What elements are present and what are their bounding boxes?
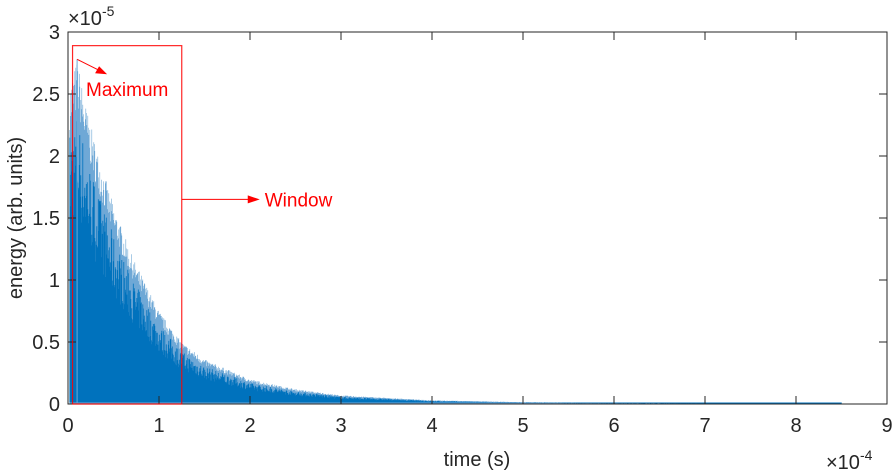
x-tick-label: 0 bbox=[62, 415, 73, 437]
x-tick-label: 5 bbox=[517, 415, 528, 437]
x-tick-label: 7 bbox=[699, 415, 710, 437]
x-tick-label: 8 bbox=[790, 415, 801, 437]
x-tick-label: 3 bbox=[335, 415, 346, 437]
y-tick-label: 0.5 bbox=[32, 332, 60, 354]
x-tick-label: 4 bbox=[426, 415, 437, 437]
energy-trace-body bbox=[69, 121, 842, 404]
x-tick-label: 2 bbox=[244, 415, 255, 437]
y-tick-label: 0 bbox=[49, 394, 60, 416]
x-tick-label: 9 bbox=[881, 415, 892, 437]
y-tick-label: 1 bbox=[49, 270, 60, 292]
plot-frame bbox=[67, 31, 888, 405]
energy-trace bbox=[69, 59, 842, 404]
window-label: Window bbox=[265, 190, 333, 211]
maximum-arrowhead bbox=[95, 66, 108, 75]
y-tick-label: 3 bbox=[49, 22, 60, 44]
x-tick-label: 6 bbox=[608, 415, 619, 437]
window-box bbox=[71, 45, 183, 405]
y-tick-label: 2 bbox=[49, 146, 60, 168]
y-multiplier: ×10-5 bbox=[68, 3, 115, 30]
y-axis-label: energy (arb. units) bbox=[5, 137, 27, 299]
x-tick-label: 1 bbox=[153, 415, 164, 437]
maximum-arrow bbox=[76, 58, 102, 72]
energy-trace-peaks bbox=[69, 64, 842, 404]
x-multiplier: ×10-4 bbox=[826, 447, 873, 474]
x-axis-label: time (s) bbox=[444, 449, 511, 471]
window-arrowhead bbox=[247, 195, 260, 204]
y-tick-label: 2.5 bbox=[32, 84, 60, 106]
maximum-label: Maximum bbox=[86, 80, 168, 101]
y-tick-label: 1.5 bbox=[32, 208, 60, 230]
